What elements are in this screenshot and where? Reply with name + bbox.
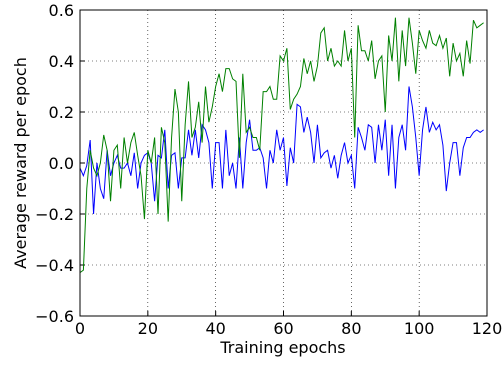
y-tick-label: 0.6 [49,1,74,20]
series-line [79,17,484,274]
x-tick-label: 100 [404,319,435,338]
y-tick-label: −0.2 [35,205,74,224]
x-tick-label: 120 [472,319,503,338]
x-tick-label: 20 [138,319,158,338]
x-tick-label: 60 [273,319,293,338]
y-tick-label: −0.4 [35,256,74,275]
y-tick-label: 0.2 [49,103,74,122]
y-tick-label: −0.6 [35,307,74,326]
x-tick-label: 40 [205,319,225,338]
x-axis-label: Training epochs [219,338,345,357]
y-tick-label: 0.0 [49,154,74,173]
plot-frame [79,9,488,317]
y-tick-label: 0.4 [49,52,74,71]
series-line [79,86,484,215]
y-axis-label: Average reward per epoch [11,57,30,269]
x-tick-label: 0 [75,319,85,338]
x-tick-label: 80 [341,319,361,338]
